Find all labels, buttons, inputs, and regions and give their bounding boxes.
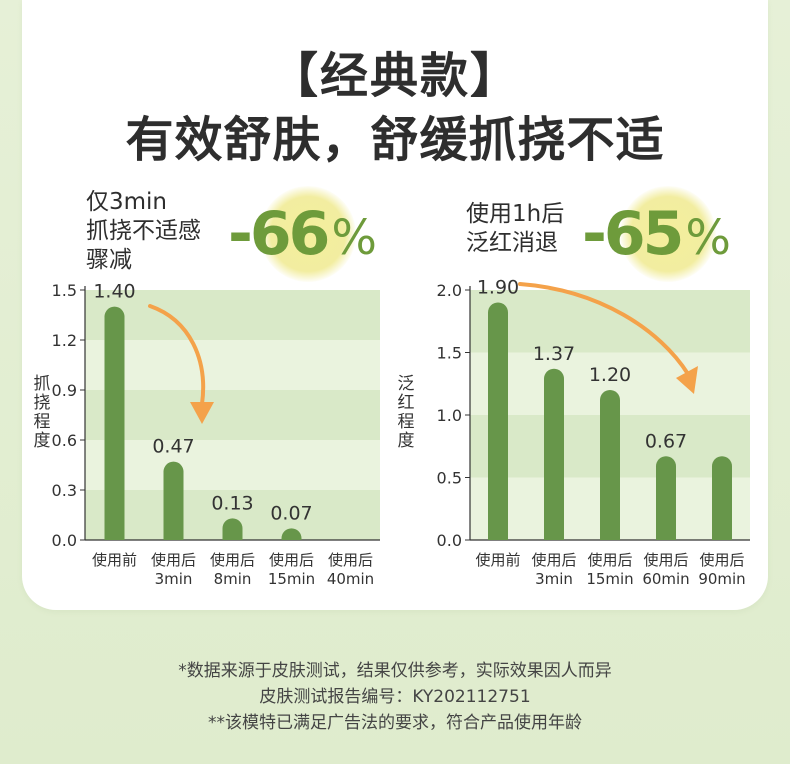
y-tick-label: 1.5	[437, 344, 462, 363]
footnotes: *数据来源于皮肤测试，结果仅供参考，实际效果因人而异 皮肤测试报告编号：KY20…	[0, 658, 790, 736]
bar-value-label: 1.20	[589, 364, 631, 386]
bar	[712, 456, 732, 540]
bar-value-label: 1.90	[477, 277, 519, 299]
chart-band	[85, 290, 380, 340]
y-tick-label: 0.6	[52, 431, 77, 450]
bar-value-label: 1.40	[93, 281, 135, 303]
x-category-label: 3min	[535, 570, 573, 588]
x-category-label: 90min	[698, 570, 745, 588]
trend-arrow	[518, 282, 690, 376]
bar	[488, 302, 508, 540]
x-category-label: 8min	[214, 570, 252, 588]
y-tick-label: 2.0	[437, 281, 462, 300]
x-category-label: 使用后	[699, 551, 744, 569]
chart-band	[470, 290, 750, 353]
left-highlight-blob	[260, 186, 356, 282]
x-category-label: 使用后	[531, 551, 576, 569]
y-tick-label: 0.9	[52, 381, 77, 400]
x-category-label: 使用后	[269, 551, 314, 569]
left-chart-ylabel: 抓挠程度	[33, 374, 51, 451]
trend-arrowhead	[676, 366, 698, 394]
x-category-label: 使用后	[587, 551, 632, 569]
y-tick-label: 1.2	[52, 331, 77, 350]
chart-band	[85, 340, 380, 390]
bar-value-label: 1.37	[533, 343, 575, 365]
footnote-report-number: 皮肤测试报告编号：KY202112751	[259, 687, 531, 707]
right-percent-sign: %	[685, 210, 732, 266]
trend-arrowhead	[190, 402, 214, 424]
bar	[281, 528, 302, 540]
bar	[544, 368, 564, 540]
left-claim-text: 仅3min 抓挠不适感 骤减	[86, 189, 201, 273]
bar-value-label: 0.07	[270, 502, 312, 524]
right-percent-value: -65	[582, 199, 684, 269]
x-category-label: 60min	[642, 570, 689, 588]
x-category-label: 3min	[155, 570, 193, 588]
y-tick-label: 0.3	[52, 481, 77, 500]
y-tick-label: 0.5	[437, 469, 462, 488]
right-chart-ylabel: 泛红程度	[397, 374, 415, 451]
right-percent-figure: -65%	[582, 204, 731, 268]
trend-arrow	[148, 304, 206, 406]
footnote-model-disclaimer: **该模特已满足广告法的要求，符合产品使用年龄	[208, 713, 582, 733]
left-percent-value: -66	[228, 199, 330, 269]
bar-value-label: 0.67	[645, 430, 687, 452]
footnote-data-source: *数据来源于皮肤测试，结果仅供参考，实际效果因人而异	[178, 661, 612, 681]
bar	[163, 461, 184, 540]
x-category-label: 使用后	[328, 551, 373, 569]
bar	[656, 456, 676, 540]
x-category-label: 使用后	[643, 551, 688, 569]
x-category-label: 15min	[586, 570, 633, 588]
x-category-label: 使用前	[92, 551, 137, 569]
page-title: 【经典款】	[269, 48, 520, 104]
x-category-label: 15min	[268, 570, 315, 588]
left-percent-figure: -66%	[228, 204, 377, 268]
bar	[222, 518, 243, 540]
bar-value-label: 0.13	[211, 492, 253, 514]
y-tick-label: 0.0	[437, 531, 462, 550]
page-subtitle: 有效舒肤，舒缓抓挠不适	[125, 112, 665, 168]
right-highlight-blob	[620, 186, 716, 282]
x-category-label: 使用后	[210, 551, 255, 569]
chart-band	[85, 390, 380, 440]
x-category-label: 使用前	[475, 551, 520, 569]
y-tick-label: 1.0	[437, 406, 462, 425]
left-percent-sign: %	[331, 210, 378, 266]
right-claim-text: 使用1h后 泛红消退	[466, 201, 565, 256]
y-tick-label: 0.0	[52, 531, 77, 550]
bar-value-label: 0.47	[152, 436, 194, 458]
bar	[104, 306, 125, 540]
chart-band	[85, 440, 380, 490]
y-tick-label: 1.5	[52, 281, 77, 300]
bar	[600, 390, 620, 540]
x-category-label: 40min	[327, 570, 374, 588]
x-category-label: 使用后	[151, 551, 196, 569]
